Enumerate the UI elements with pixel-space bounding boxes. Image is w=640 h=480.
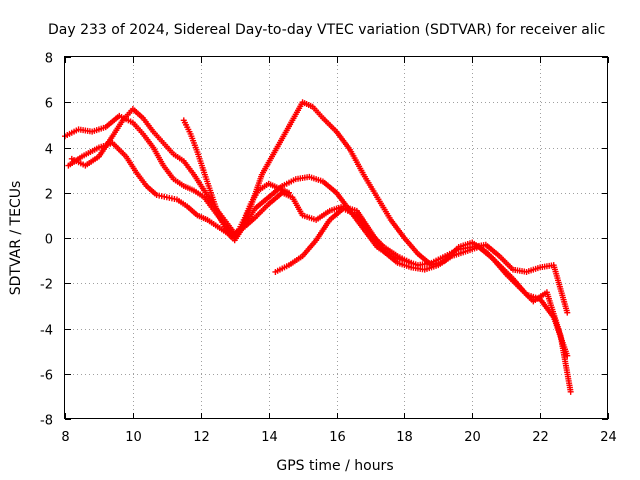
x-axis-title: GPS time / hours (276, 458, 393, 474)
data-point (408, 259, 415, 266)
y-tick-label: -4 (40, 324, 53, 339)
y-tick-label: -8 (40, 414, 53, 429)
series-track-4 (180, 117, 292, 239)
x-tick-label: 22 (532, 430, 549, 445)
y-tick-label: 4 (45, 143, 53, 158)
y-tick-label: 2 (45, 188, 53, 203)
y-tick-label: 8 (45, 52, 53, 67)
x-tick-label: 10 (125, 430, 142, 445)
data-point (567, 388, 574, 395)
series-track-5 (272, 205, 415, 275)
x-tick-label: 16 (329, 430, 346, 445)
plot-frame (64, 56, 608, 419)
data-series (62, 99, 574, 395)
x-tick-label: 8 (61, 430, 69, 445)
x-tick-label: 20 (464, 430, 481, 445)
y-tick-label: -2 (40, 278, 53, 293)
y-tick-label: 0 (45, 233, 53, 248)
chart-title: Day 233 of 2024, Sidereal Day-to-day VTE… (48, 22, 605, 38)
data-point (564, 309, 571, 316)
x-tick-label: 18 (396, 430, 413, 445)
data-point (285, 189, 292, 196)
x-tick-label: 14 (261, 430, 278, 445)
x-tick-label: 24 (600, 430, 617, 445)
x-tick-label: 12 (193, 430, 210, 445)
y-tick-label: 6 (45, 97, 53, 112)
y-axis-title: SDTVAR / TECUs (8, 181, 24, 296)
y-tick-label: -6 (40, 369, 53, 384)
